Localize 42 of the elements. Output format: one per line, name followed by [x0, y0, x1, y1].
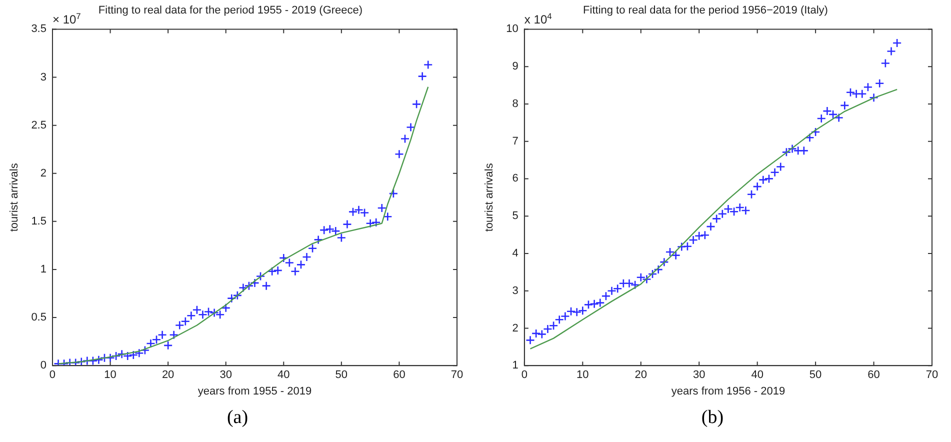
chart-title: Fitting to real data for the period 1955 - 2019 (Greece)	[98, 4, 363, 17]
y-tick-label: 0	[40, 360, 46, 372]
x-tick-label: 70	[450, 369, 464, 382]
y-tick-label: 2.5	[31, 119, 46, 132]
x-axis-title: years from 1956 - 2019	[671, 385, 786, 398]
x-tick-label: 50	[335, 369, 348, 382]
y-tick-label: 3	[40, 71, 46, 84]
y-tick-label: 6	[512, 172, 518, 185]
chart-title: Fitting to real data for the period 1956−2019 (Italy)	[583, 4, 828, 17]
x-tick-label: 70	[926, 369, 938, 382]
x-tick-label: 20	[634, 369, 648, 382]
y-tick-label: 3.5	[31, 23, 46, 36]
y-tick-label: 7	[512, 135, 518, 148]
x-tick-label: 40	[751, 369, 764, 382]
y-tick-label: 8	[512, 98, 518, 110]
y-tick-label: 5	[512, 210, 518, 222]
y-tick-label: 1	[40, 264, 46, 276]
x-tick-label: 30	[220, 369, 232, 382]
y-tick-label: 1	[512, 360, 518, 372]
x-tick-label: 0	[49, 369, 56, 382]
x-tick-label: 50	[809, 369, 822, 382]
y-tick-label: 1.5	[31, 215, 46, 228]
y-tick-label: 0.5	[31, 312, 46, 324]
x-tick-label: 10	[104, 369, 116, 382]
y-tick-label: 10	[506, 23, 518, 36]
y-axis-title: tourist arrivals	[8, 162, 21, 232]
x-tick-label: 0	[521, 369, 528, 382]
y-tick-label: 2	[40, 167, 46, 180]
text: (b)	[700, 406, 725, 430]
y-tick-label: 4	[512, 248, 518, 260]
y-tick-label: 2	[512, 322, 518, 334]
x-axis-title: years from 1955 - 2019	[198, 385, 312, 398]
x-tick-label: 60	[868, 369, 880, 382]
y-tick-label: 3	[512, 284, 518, 297]
x-tick-label: 20	[162, 369, 174, 382]
y-axis-title: tourist arrivals	[484, 162, 496, 232]
x-tick-label: 30	[692, 369, 706, 382]
y-tick-label: 9	[512, 60, 518, 73]
x-tick-label: 10	[576, 369, 589, 382]
x-tick-label: 60	[393, 369, 406, 382]
x-tick-label: 40	[278, 369, 290, 382]
text: (a)	[226, 406, 250, 430]
